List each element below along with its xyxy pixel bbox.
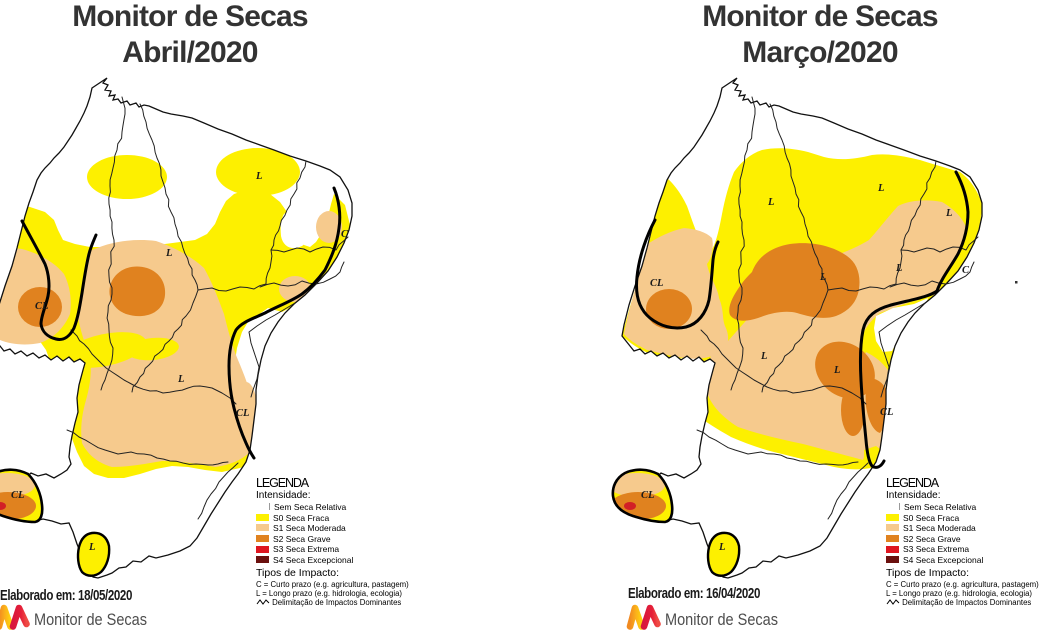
svg-text:L: L bbox=[760, 351, 767, 362]
svg-text:L: L bbox=[833, 365, 840, 376]
svg-text:L: L bbox=[945, 208, 952, 219]
svg-text:CL: CL bbox=[880, 407, 893, 418]
svg-text:CL: CL bbox=[35, 301, 48, 312]
svg-text:L: L bbox=[877, 183, 884, 194]
svg-text:L: L bbox=[819, 272, 826, 283]
svg-text:L: L bbox=[767, 197, 774, 208]
svg-text:CL: CL bbox=[650, 278, 663, 289]
svg-text:L: L bbox=[165, 248, 172, 259]
svg-text:L: L bbox=[177, 374, 184, 385]
svg-text:CL: CL bbox=[236, 408, 249, 419]
svg-text:L: L bbox=[895, 263, 902, 274]
svg-text:C: C bbox=[341, 229, 349, 240]
svg-text:C: C bbox=[962, 265, 970, 276]
svg-text:L: L bbox=[255, 171, 262, 182]
